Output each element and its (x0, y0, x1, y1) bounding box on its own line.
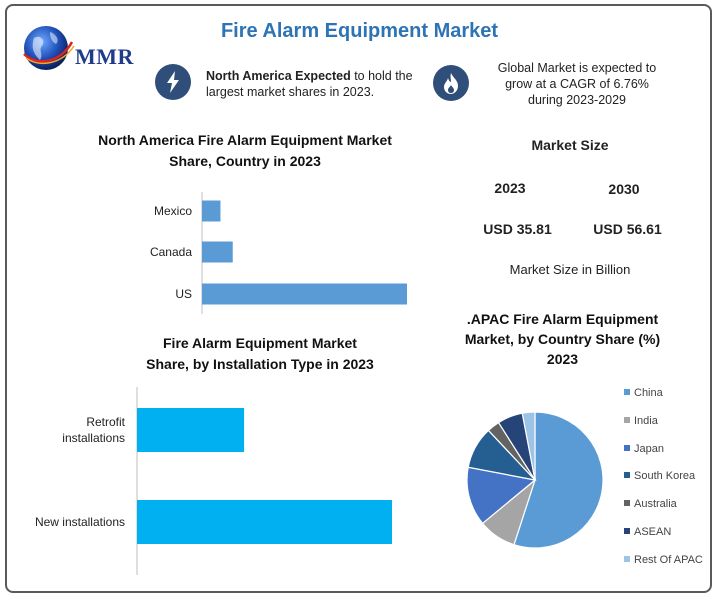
legend-item: ASEAN (624, 526, 671, 538)
north-america-info: North America Expected to hold the large… (206, 68, 426, 100)
legend-item: China (624, 387, 663, 399)
market-value-2030: USD 56.61 (593, 221, 662, 237)
legend-item: Japan (624, 443, 664, 455)
legend-label: India (634, 414, 658, 427)
apac-country-pie-chart (466, 411, 604, 549)
apac-chart-title: .APAC Fire Alarm Equipment Market, by Co… (445, 309, 680, 369)
na-chart-title-line2: Share, Country in 2023 (169, 153, 321, 169)
info-left-rest: to hold the (350, 69, 413, 83)
market-year-2030: 2030 (608, 181, 640, 197)
pie-slice-rest-of-apac (521, 411, 536, 481)
install-tick-label: New installations (35, 515, 125, 529)
install-chart-title-line2: Share, by Installation Type in 2023 (146, 356, 374, 372)
market-size-title: Market Size (531, 137, 609, 153)
infographic-frame (5, 4, 712, 593)
na-chart-title: North America Fire Alarm Equipment Marke… (60, 130, 430, 172)
legend-label: Australia (634, 498, 677, 511)
legend-label: China (634, 387, 663, 399)
na-tick-label: Canada (150, 245, 192, 259)
market-year-2023: 2023 (494, 180, 526, 196)
na-bar-us (202, 283, 407, 305)
legend-item: Australia (624, 498, 677, 510)
legend-label: Japan (634, 442, 664, 455)
info-right-line2: grow at a CAGR of 6.76% (505, 77, 649, 91)
info-left-bold: North America Expected (206, 69, 351, 83)
lightning-icon (155, 64, 191, 100)
legend-label: Rest Of APAC (634, 553, 703, 566)
logo-text: MMR (75, 44, 134, 69)
pie-slice-japan (466, 466, 537, 525)
na-tick-label: Mexico (154, 204, 192, 218)
globe-logo-icon (23, 26, 75, 70)
info-right-line3: during 2023-2029 (528, 93, 626, 107)
na-country-bar-chart: Mexico Canada US (150, 192, 407, 314)
legend-swatch (624, 528, 630, 535)
pie-slice-china (513, 411, 604, 549)
legend-item: South Korea (624, 470, 695, 482)
install-chart-title: Fire Alarm Equipment Market Share, by In… (80, 333, 440, 375)
apac-chart-title-line1: .APAC Fire Alarm Equipment (466, 311, 659, 327)
legend-item: Rest Of APAC (624, 554, 703, 566)
legend-swatch (624, 555, 630, 562)
page-title: Fire Alarm Equipment Market (220, 20, 499, 42)
na-tick-label: US (175, 287, 192, 301)
legend-swatch (624, 444, 630, 451)
flame-icon (433, 65, 469, 101)
legend-item: India (624, 415, 658, 427)
na-bar-mexico (202, 200, 221, 222)
install-bar-1 (137, 500, 392, 544)
info-left-line2: largest market shares in 2023. (206, 85, 375, 99)
install-bar-0 (137, 408, 245, 452)
install-chart-title-line1: Fire Alarm Equipment Market (163, 335, 357, 351)
legend-label: South Korea (634, 470, 696, 483)
legend-swatch (624, 472, 630, 479)
market-size-note: Market Size in Billion (509, 262, 631, 277)
na-chart-title-line1: North America Fire Alarm Equipment Marke… (98, 132, 392, 148)
apac-chart-title-line3: 2023 (546, 351, 579, 367)
global-cagr-info: Global Market is expected to grow at a C… (482, 60, 672, 108)
apac-chart-title-line2: Market, by Country Share (%) (464, 331, 661, 347)
legend-swatch (624, 389, 630, 396)
legend-swatch (624, 416, 630, 423)
installation-type-bar-chart: Retrofit installations New installations (35, 387, 392, 575)
market-value-2023: USD 35.81 (483, 221, 552, 237)
info-right-line1: Global Market is expected to (497, 61, 657, 75)
install-tick-label: Retrofit installations (62, 415, 125, 445)
legend-label: ASEAN (634, 526, 672, 538)
na-bar-canada (202, 241, 233, 263)
legend-swatch (624, 500, 630, 507)
